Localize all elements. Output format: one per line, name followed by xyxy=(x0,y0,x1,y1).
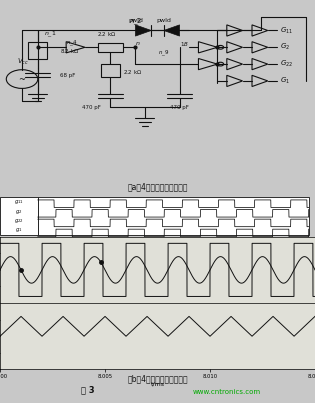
Bar xyxy=(98,43,123,52)
Text: （a）4路全桥驱动脉冲信号: （a）4路全桥驱动脉冲信号 xyxy=(127,182,188,191)
Text: $g_2$: $g_2$ xyxy=(15,208,23,216)
Text: $g_{22}$: $g_{22}$ xyxy=(14,217,24,225)
Bar xyxy=(101,64,120,77)
Text: $g_{11}$: $g_{11}$ xyxy=(14,198,24,206)
Text: $G_{1}$: $G_{1}$ xyxy=(280,76,290,86)
Text: $n\_2$: $n\_2$ xyxy=(129,16,142,27)
Text: pwld: pwld xyxy=(156,18,171,23)
Text: 68 pF: 68 pF xyxy=(60,73,75,78)
X-axis label: t/ms: t/ms xyxy=(151,381,164,386)
Text: $1B$: $1B$ xyxy=(180,39,188,48)
Bar xyxy=(38,197,309,235)
Text: $V_{cc}$: $V_{cc}$ xyxy=(17,57,29,67)
Polygon shape xyxy=(135,25,151,36)
Text: （b）4路全桥驱动脉冲仿真: （b）4路全桥驱动脉冲仿真 xyxy=(127,374,188,383)
Text: 8.2 k$\Omega$: 8.2 k$\Omega$ xyxy=(60,47,79,55)
Text: $G_{11}$: $G_{11}$ xyxy=(280,25,294,35)
Text: 470 pF: 470 pF xyxy=(170,105,189,110)
Text: 2.2 k$\Omega$: 2.2 k$\Omega$ xyxy=(123,68,142,76)
Text: www.cntronics.com: www.cntronics.com xyxy=(193,388,261,395)
Text: $G_{2}$: $G_{2}$ xyxy=(280,42,290,52)
Text: $g_1$: $g_1$ xyxy=(15,226,23,235)
Bar xyxy=(0,197,38,235)
Text: $n$: $n$ xyxy=(135,40,141,47)
Text: $G_{22}$: $G_{22}$ xyxy=(280,59,294,69)
Polygon shape xyxy=(164,25,180,36)
Text: 图 3: 图 3 xyxy=(81,386,95,395)
X-axis label: t/ms: t/ms xyxy=(151,309,164,314)
Text: 2.2 k$\Omega$: 2.2 k$\Omega$ xyxy=(97,30,117,38)
Text: pwld: pwld xyxy=(128,18,143,23)
Text: ~: ~ xyxy=(19,75,26,83)
Bar xyxy=(28,42,47,58)
Text: $n\_4$: $n\_4$ xyxy=(66,39,77,48)
Text: $n\_9$: $n\_9$ xyxy=(158,48,169,58)
Text: $n\_1$: $n\_1$ xyxy=(44,29,56,39)
Text: 470 pF: 470 pF xyxy=(82,105,101,110)
